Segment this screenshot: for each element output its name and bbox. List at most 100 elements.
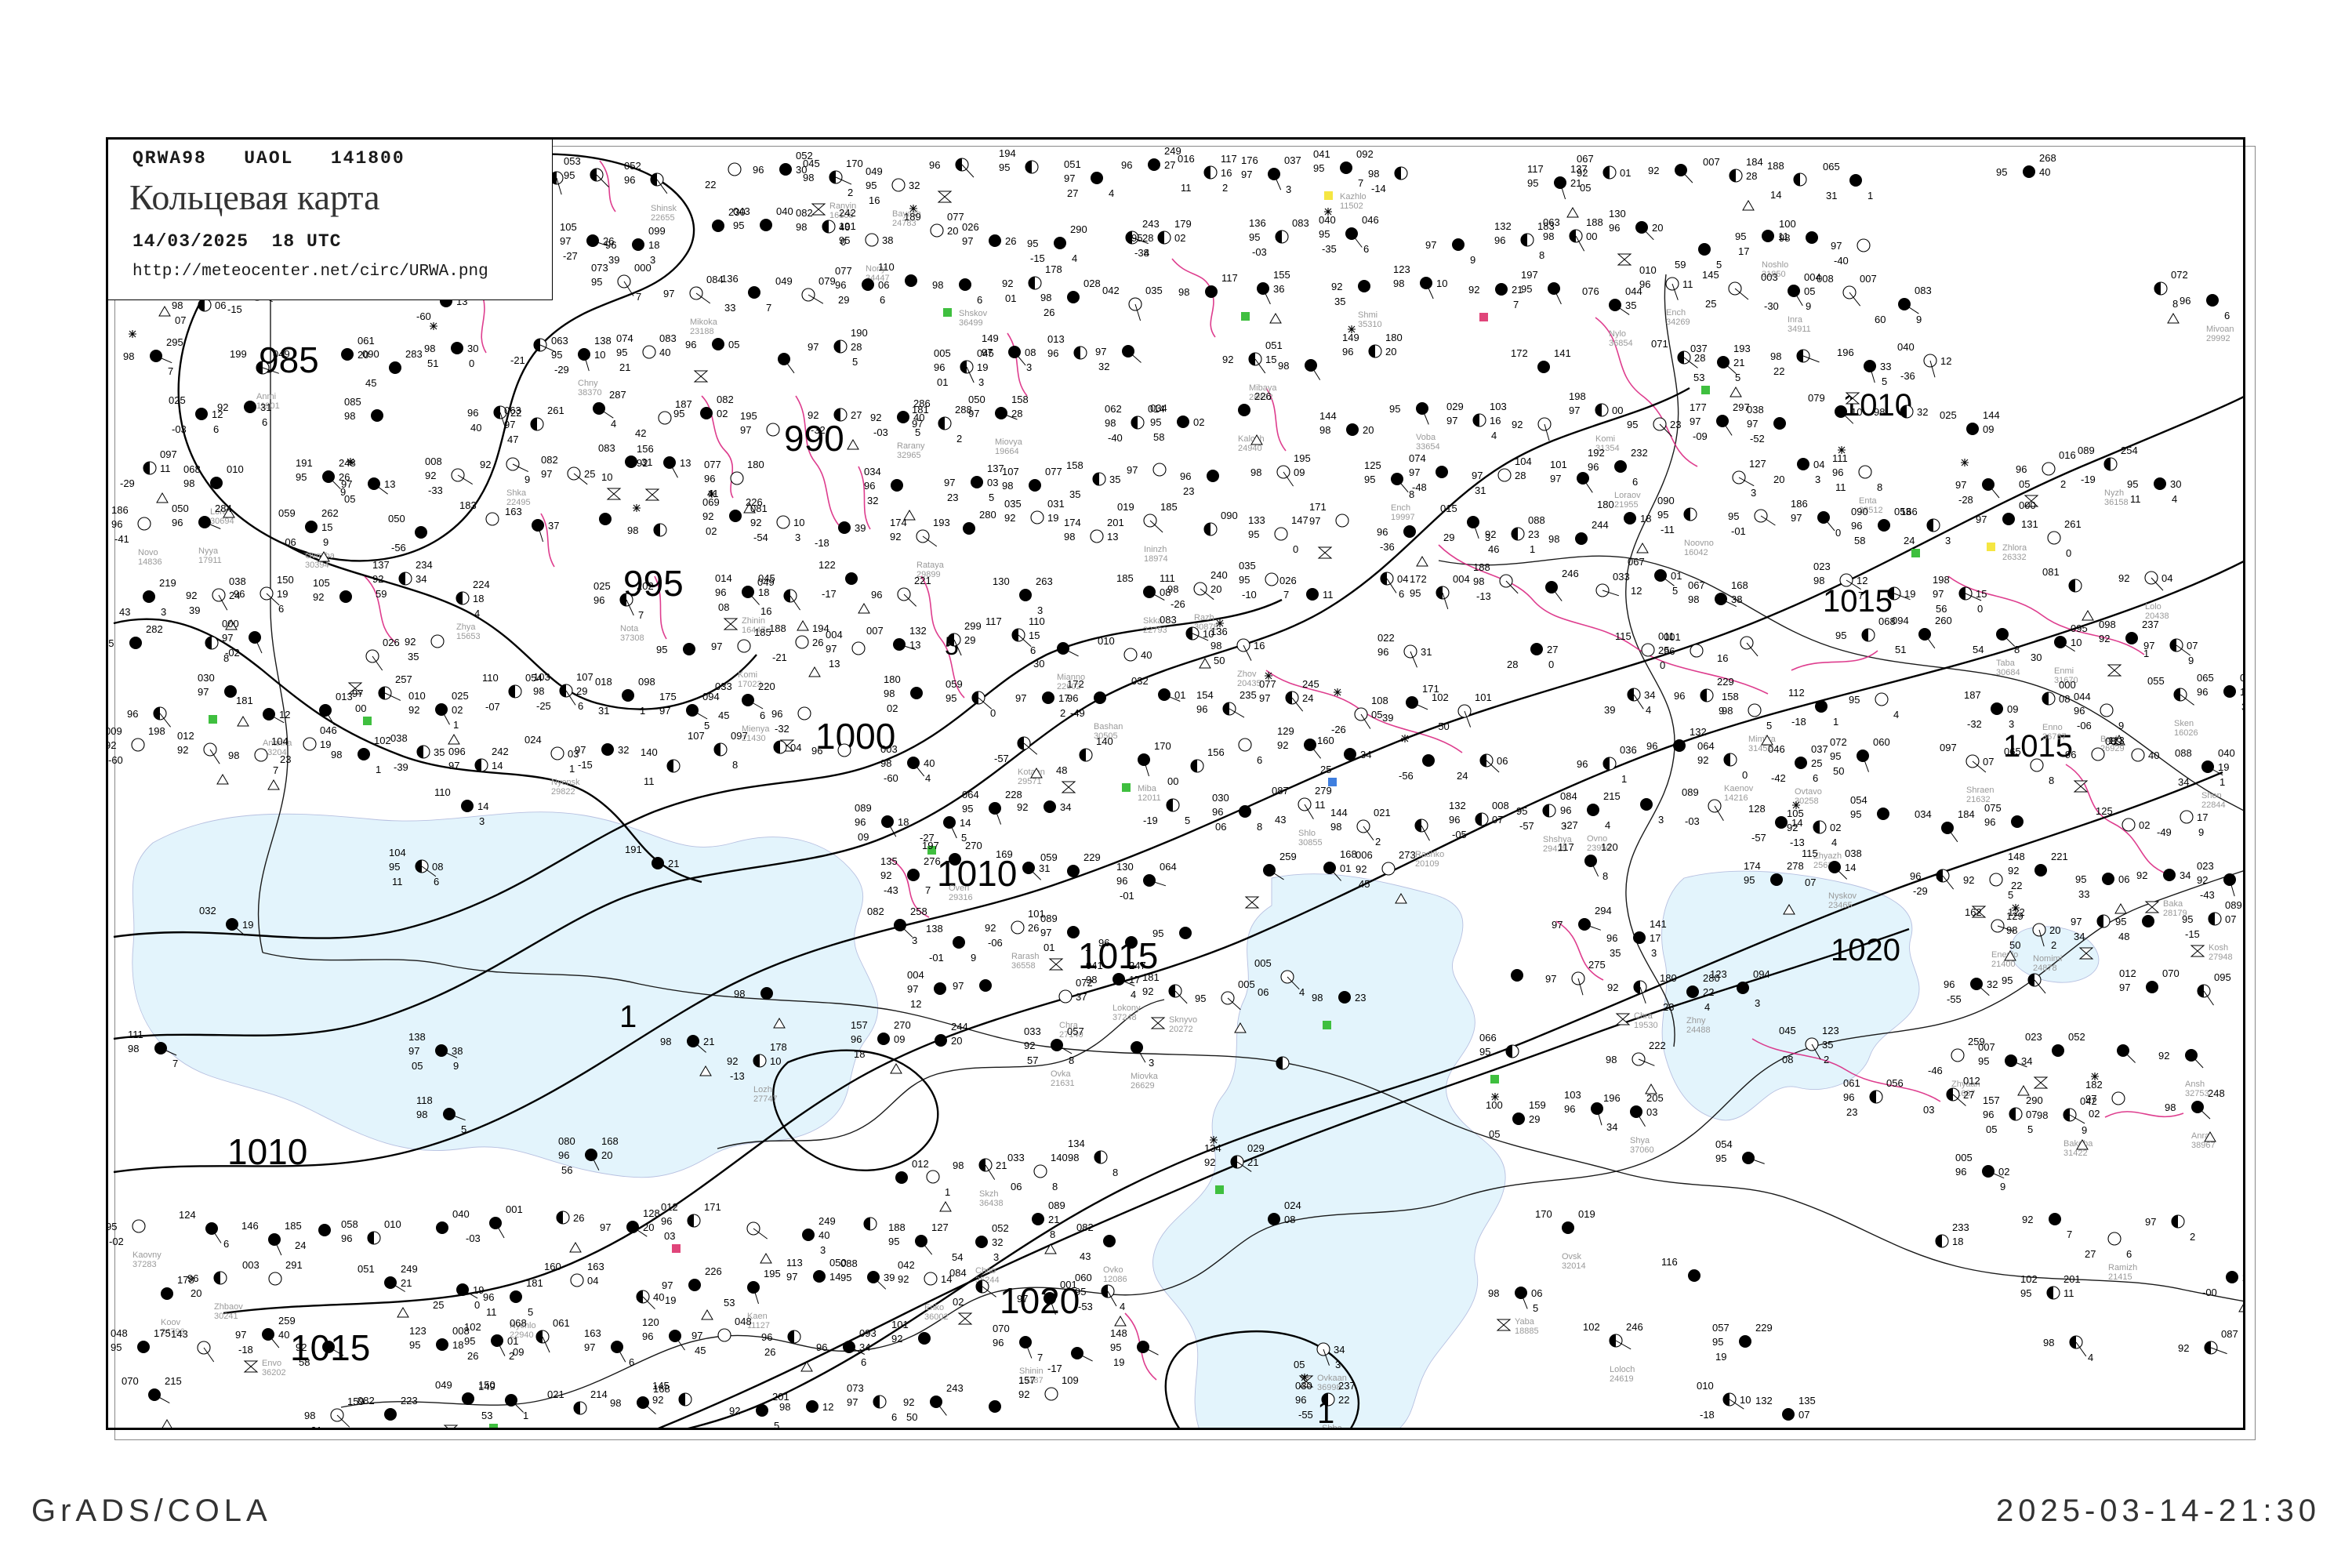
svg-text:98: 98 [1813, 575, 1824, 586]
svg-text:96: 96 [1843, 1091, 1854, 1103]
svg-text:2: 2 [2051, 939, 2056, 951]
svg-text:51: 51 [427, 358, 438, 369]
svg-text:-03: -03 [1685, 815, 1700, 827]
svg-text:05: 05 [1986, 1123, 1997, 1135]
svg-text:45: 45 [365, 377, 376, 389]
svg-text:226: 226 [1254, 390, 1272, 402]
svg-text:098: 098 [638, 676, 655, 688]
svg-text:083: 083 [1160, 614, 1177, 626]
svg-text:046: 046 [320, 724, 337, 736]
svg-text:149: 149 [982, 332, 999, 344]
svg-text:148: 148 [1110, 1327, 1127, 1339]
svg-text:-01: -01 [1120, 890, 1134, 902]
svg-text:97: 97 [944, 477, 955, 488]
svg-text:95: 95 [1657, 509, 1668, 521]
svg-text:96: 96 [593, 594, 604, 606]
svg-text:95: 95 [1830, 750, 1841, 762]
svg-text:132: 132 [1690, 726, 1707, 738]
svg-text:16: 16 [1717, 652, 1728, 664]
svg-text:35: 35 [1069, 488, 1080, 500]
svg-text:223: 223 [401, 1395, 418, 1406]
svg-text:97: 97 [408, 1045, 419, 1057]
svg-text:9: 9 [524, 474, 530, 485]
svg-text:049: 049 [775, 275, 793, 287]
svg-text:19: 19 [665, 1294, 676, 1306]
svg-text:97: 97 [1545, 973, 1556, 985]
svg-text:111: 111 [1160, 572, 1175, 584]
svg-text:96: 96 [811, 745, 822, 757]
svg-text:117: 117 [1527, 163, 1544, 175]
svg-text:019: 019 [1578, 1208, 1595, 1220]
svg-text:95: 95 [1389, 403, 1400, 415]
svg-text:004: 004 [1453, 573, 1470, 585]
svg-text:188: 188 [1586, 216, 1603, 228]
svg-text:01: 01 [507, 1335, 518, 1347]
svg-text:97: 97 [1259, 692, 1270, 704]
svg-text:95: 95 [1410, 587, 1421, 599]
svg-text:98: 98 [533, 685, 544, 697]
svg-text:Yaba: Yaba [1515, 1317, 1535, 1327]
svg-text:97: 97 [235, 1329, 246, 1341]
svg-text:089: 089 [2105, 735, 2122, 747]
svg-text:97: 97 [1241, 169, 1252, 180]
svg-text:34: 34 [1360, 749, 1371, 760]
svg-text:26629: 26629 [1131, 1081, 1155, 1091]
svg-text:92: 92 [727, 1055, 738, 1067]
svg-text:045: 045 [803, 158, 820, 169]
svg-text:92: 92 [891, 1333, 902, 1345]
svg-text:02: 02 [2089, 1108, 2100, 1120]
svg-text:010: 010 [227, 463, 244, 475]
svg-text:Shinsk: Shinsk [651, 204, 677, 213]
svg-text:287: 287 [609, 389, 626, 401]
svg-text:39: 39 [189, 604, 200, 616]
svg-text:1: 1 [619, 1000, 637, 1034]
svg-text:17: 17 [1129, 974, 1140, 985]
svg-text:22: 22 [2011, 880, 2022, 891]
svg-text:3: 3 [1658, 814, 1664, 826]
svg-text:094: 094 [702, 691, 720, 702]
svg-text:5: 5 [1672, 585, 1678, 597]
svg-text:052: 052 [992, 1222, 1009, 1234]
svg-text:92: 92 [898, 1273, 909, 1285]
svg-text:Nota: Nota [620, 624, 639, 633]
svg-text:96: 96 [2074, 705, 2085, 717]
svg-text:108: 108 [1371, 695, 1388, 706]
svg-text:20435: 20435 [1237, 679, 1261, 688]
svg-text:Ovko: Ovko [1103, 1265, 1123, 1275]
svg-text:18: 18 [1640, 513, 1651, 524]
svg-text:060: 060 [1075, 1272, 1092, 1283]
svg-text:163: 163 [505, 506, 522, 517]
svg-text:98: 98 [1606, 1054, 1617, 1065]
svg-text:051: 051 [1265, 339, 1283, 351]
svg-text:185: 185 [1160, 501, 1178, 513]
svg-text:136: 136 [1210, 626, 1228, 637]
svg-text:96: 96 [855, 816, 866, 828]
svg-text:21: 21 [1733, 357, 1744, 368]
svg-text:127: 127 [931, 1221, 949, 1233]
svg-text:070: 070 [993, 1323, 1010, 1334]
svg-text:95: 95 [2127, 478, 2138, 490]
svg-text:021: 021 [547, 1388, 564, 1400]
svg-text:143: 143 [171, 1328, 188, 1340]
svg-text:01: 01 [1620, 167, 1631, 179]
svg-text:Baka: Baka [2163, 899, 2183, 909]
svg-text:Envo: Envo [262, 1359, 281, 1368]
svg-text:-38: -38 [1134, 247, 1149, 259]
svg-text:043: 043 [733, 205, 750, 217]
svg-text:97: 97 [575, 744, 586, 756]
svg-text:32753: 32753 [2185, 1089, 2209, 1098]
svg-text:181: 181 [236, 695, 253, 706]
svg-text:229: 229 [1755, 1322, 1773, 1334]
svg-text:168: 168 [1340, 848, 1357, 860]
svg-text:97: 97 [600, 1221, 611, 1233]
svg-text:101: 101 [1550, 459, 1567, 470]
svg-text:33654: 33654 [1416, 442, 1440, 452]
svg-text:Enta: Enta [1859, 496, 1878, 506]
svg-text:3: 3 [2241, 701, 2245, 713]
svg-text:22: 22 [1773, 365, 1784, 377]
svg-text:Miba: Miba [1138, 784, 1157, 793]
svg-text:95: 95 [1150, 416, 1161, 428]
svg-text:064: 064 [1160, 861, 1177, 873]
svg-text:54: 54 [1973, 644, 1984, 655]
svg-text:92: 92 [313, 591, 324, 603]
